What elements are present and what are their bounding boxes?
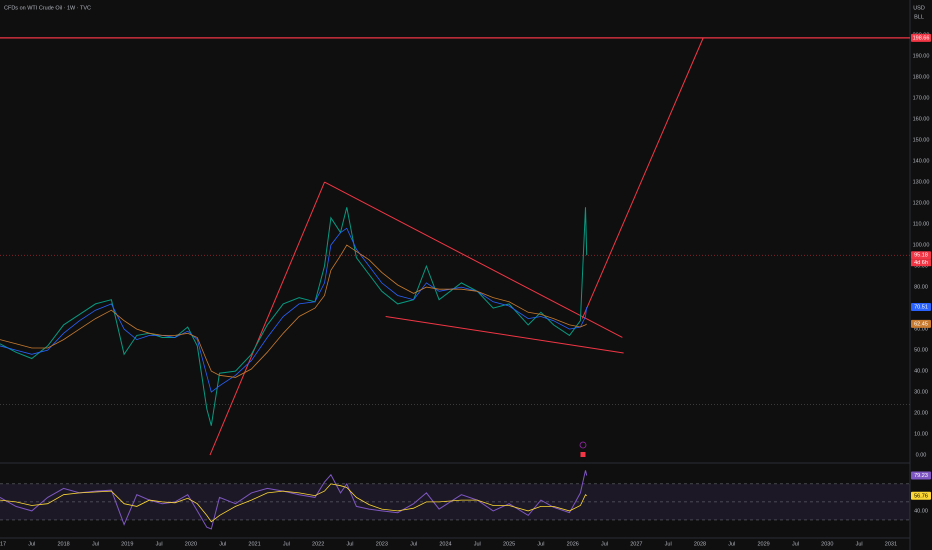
unit: BLL [914, 14, 924, 20]
x-tick-label: Jul [156, 541, 163, 547]
x-tick-label: Jul [219, 541, 226, 547]
trend-line [385, 315, 624, 354]
y-tick-label: 110.00 [913, 222, 929, 228]
x-tick-label: Jul [92, 541, 99, 547]
price-label: 79.23 [914, 473, 928, 479]
y-tick-label: 190.00 [913, 54, 930, 60]
x-tick-label: Jul [792, 541, 799, 547]
price-label-box [911, 251, 931, 260]
x-tick-label: 2020 [185, 541, 197, 547]
y-tick-label: 40.00 [914, 369, 928, 375]
trend-line [209, 181, 326, 456]
price-label-box [911, 471, 931, 480]
x-tick-label: 2023 [376, 541, 388, 547]
x-tick-label: Jul [283, 541, 290, 547]
x-tick-label: 2029 [758, 541, 770, 547]
x-tick-label: 2026 [567, 541, 579, 547]
y-tick-label: 170.00 [913, 96, 930, 102]
x-tick-label: 2025 [503, 541, 515, 547]
x-tick-label: Jul [410, 541, 417, 547]
x-tick-label: 2031 [885, 541, 897, 547]
y-tick-label: 100.00 [913, 243, 930, 249]
x-tick-label: Jul [728, 541, 735, 547]
x-tick-label: Jul [601, 541, 608, 547]
y-tick-label: 150.00 [913, 138, 930, 144]
price-label: 62.45 [914, 321, 928, 327]
series-line [0, 207, 588, 426]
series-line [0, 470, 588, 530]
price-label: 198.66 [913, 35, 930, 41]
x-tick-label: Jul [856, 541, 863, 547]
countdown-box [911, 259, 931, 267]
y-tick-label: 160.00 [913, 117, 930, 123]
x-tick-label: Jul [474, 541, 481, 547]
y-tick-label: 60.00 [914, 327, 928, 333]
y-tick-label: 50.00 [914, 348, 928, 354]
y-tick-label: 10.00 [914, 432, 928, 438]
x-tick-label: Jul [665, 541, 672, 547]
price-label-box [911, 302, 931, 311]
trend-line [324, 181, 623, 338]
y-tick-label: 0.00 [916, 453, 927, 459]
earnings-flag[interactable] [580, 452, 586, 457]
x-tick-label: Jul [28, 541, 35, 547]
y-tick-label: 130.00 [913, 180, 930, 186]
series-line [0, 483, 587, 523]
chart-title: CFDs on WTI Crude Oil · 1W · TVC [4, 5, 91, 11]
price-label: 56.76 [914, 493, 928, 499]
y-tick-label: 30.00 [914, 390, 928, 396]
x-tick-label: 2017 [0, 541, 6, 547]
y-tick-label: 140.00 [913, 159, 930, 165]
x-tick-label: 2021 [248, 541, 260, 547]
countdown: 4d 6h [914, 260, 928, 266]
price-label: 70.51 [914, 304, 928, 310]
y-tick-label: 20.00 [914, 411, 928, 417]
x-tick-label: 2027 [630, 541, 642, 547]
price-label-box [911, 491, 931, 500]
series-line [0, 244, 587, 378]
currency: USD [913, 5, 925, 11]
event-icon[interactable] [579, 441, 587, 449]
x-tick-label: Jul [537, 541, 544, 547]
x-tick-label: 2018 [58, 541, 70, 547]
series-line [0, 227, 588, 393]
y-tick-label: 180.00 [913, 75, 930, 81]
y-tick-label: 120.00 [913, 201, 930, 207]
y-tick-label: 90.00 [914, 264, 928, 270]
x-tick-label: 2028 [694, 541, 706, 547]
trend-line [581, 37, 704, 319]
price-label-box [911, 319, 931, 328]
y-tick-label: 40.00 [914, 508, 928, 514]
x-tick-label: 2024 [439, 541, 451, 547]
x-tick-label: 2022 [312, 541, 324, 547]
x-tick-label: Jul [346, 541, 353, 547]
price-label: 95.18 [914, 253, 928, 259]
y-tick-label: 80.00 [914, 285, 928, 291]
price-label-box [911, 33, 931, 42]
x-tick-label: 2030 [821, 541, 833, 547]
x-tick-label: 2019 [121, 541, 133, 547]
rsi-band [0, 483, 910, 520]
